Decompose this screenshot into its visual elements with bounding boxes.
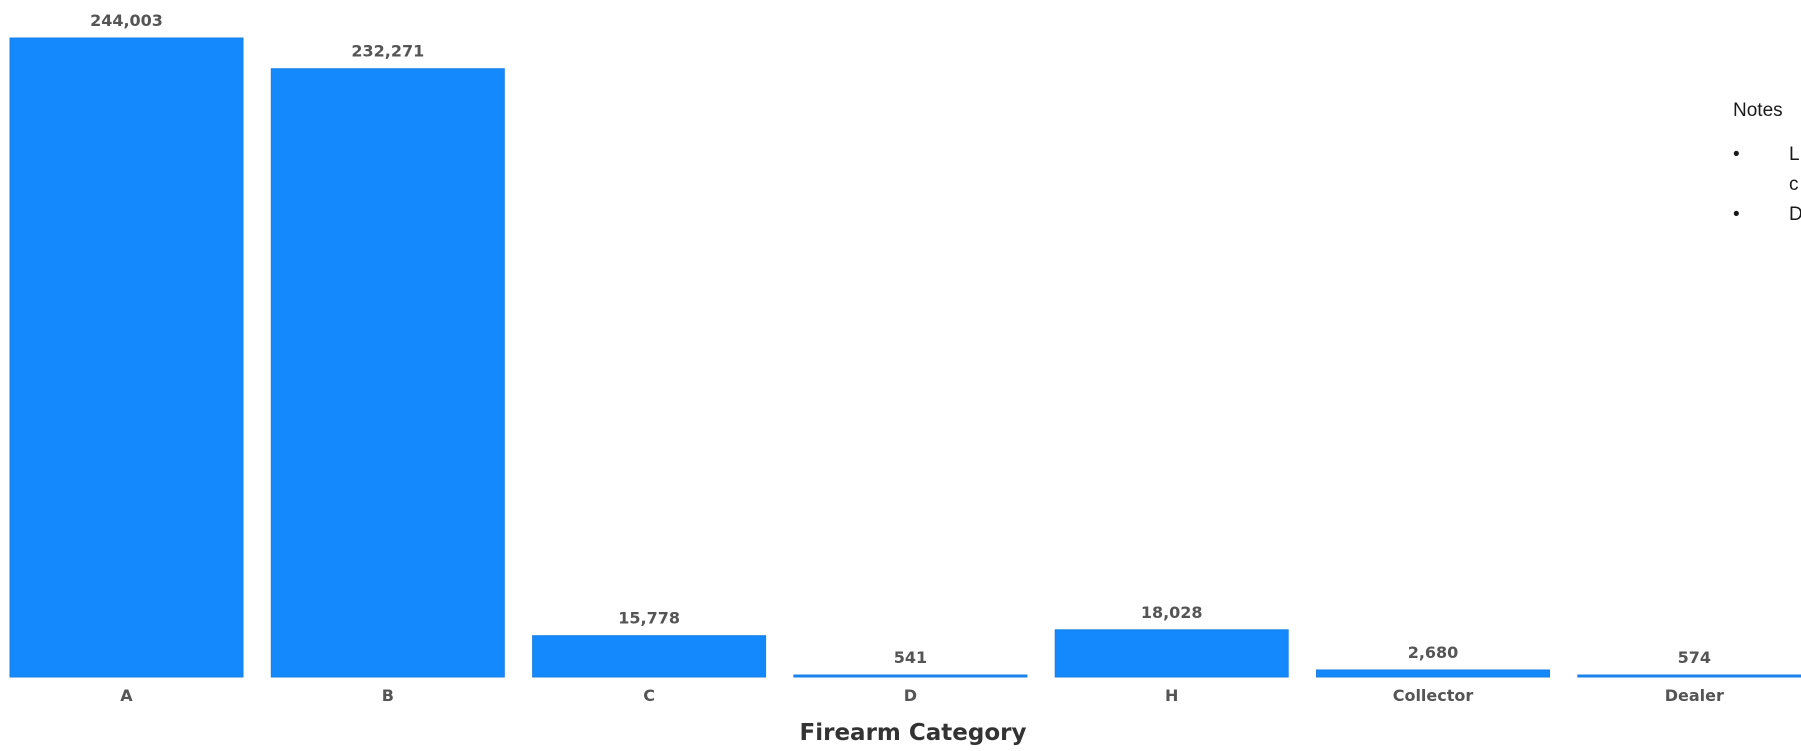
bar-dealer: [1577, 674, 1801, 678]
data-labels: 244,003 232,271 15,778 541 18,028 2,680 574: [90, 11, 1711, 667]
data-label-dealer: 574: [1678, 648, 1711, 667]
x-tick-labels: A B C D H Collector Dealer: [120, 686, 1724, 705]
data-label-d: 541: [894, 648, 927, 667]
data-label-h: 18,028: [1141, 603, 1203, 622]
bar-collector: [1316, 669, 1550, 678]
data-label-a: 244,003: [90, 11, 163, 30]
note-text: c: [1789, 174, 1799, 195]
x-tick-collector: Collector: [1393, 686, 1474, 705]
notes-panel: Notes • L c • D: [1733, 100, 1801, 234]
note-item-1: • L: [1733, 144, 1801, 174]
bullet-marker: •: [1733, 204, 1740, 225]
bars: [9, 37, 1801, 678]
data-label-c: 15,778: [618, 609, 680, 628]
data-label-b: 232,271: [351, 42, 424, 61]
note-text: D: [1789, 204, 1801, 225]
notes-title: Notes: [1733, 100, 1783, 121]
data-label-collector: 2,680: [1408, 643, 1459, 662]
note-item-2: c: [1733, 174, 1801, 204]
x-axis-title: Firearm Category: [800, 720, 1027, 746]
bar-h: [1054, 629, 1289, 678]
x-tick-h: H: [1165, 686, 1178, 705]
note-item-3: • D: [1733, 204, 1801, 234]
note-text: L: [1789, 144, 1800, 165]
bar-c: [532, 635, 767, 678]
x-tick-dealer: Dealer: [1665, 686, 1724, 705]
bar-d: [793, 674, 1028, 678]
x-tick-d: D: [904, 686, 917, 705]
bullet-marker: •: [1733, 144, 1740, 165]
bar-a: [9, 37, 244, 678]
bar-b: [270, 68, 505, 678]
x-tick-b: B: [382, 686, 394, 705]
x-tick-c: C: [643, 686, 655, 705]
x-tick-a: A: [120, 686, 133, 705]
